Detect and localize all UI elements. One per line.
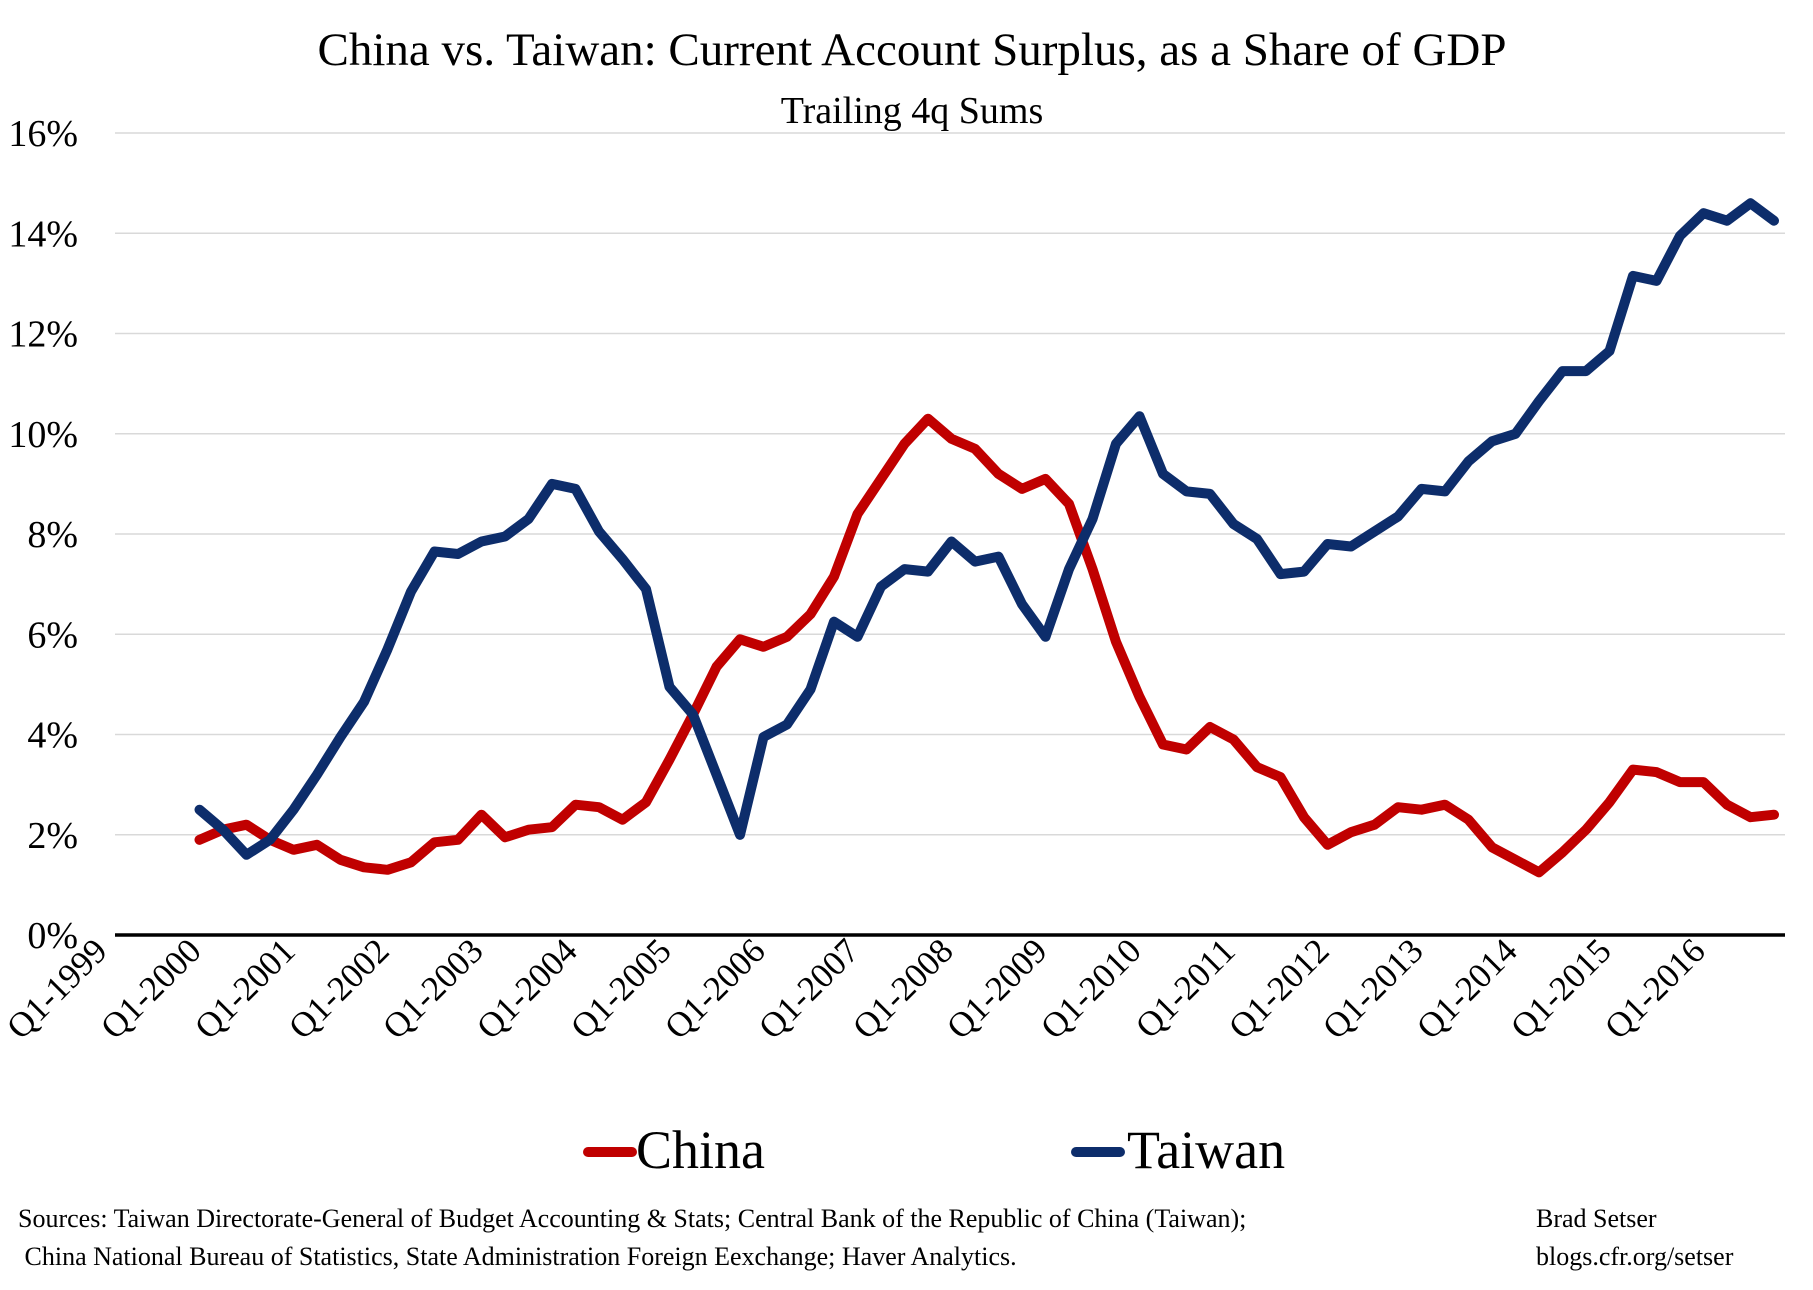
- gridlines: [115, 132, 1785, 836]
- x-tick-label: Q1-2005: [563, 931, 679, 1047]
- y-tick-label: 6%: [27, 614, 78, 656]
- x-tick-label: Q1-2012: [1221, 931, 1337, 1047]
- x-tick-label: Q1-2015: [1503, 931, 1619, 1047]
- x-tick-label: Q1-2006: [657, 931, 773, 1047]
- y-tick-label: 12%: [8, 314, 78, 356]
- y-tick-label: 4%: [27, 715, 78, 757]
- blog-url: blogs.cfr.org/setser: [1536, 1242, 1734, 1271]
- x-tick-label: Q1-2001: [187, 931, 303, 1047]
- x-tick-label: Q1-2004: [469, 931, 585, 1047]
- sources-note: Sources: Taiwan Directorate-General of B…: [18, 1200, 1246, 1276]
- x-axis-tick-labels: Q1-1999Q1-2000Q1-2001Q1-2002Q1-2003Q1-20…: [0, 931, 1713, 1047]
- sources-line-2: China National Bureau of Statistics, Sta…: [18, 1242, 1017, 1271]
- x-tick-label: Q1-2008: [845, 931, 961, 1047]
- chart-subtitle: Trailing 4q Sums: [781, 90, 1044, 132]
- y-tick-label: 16%: [8, 113, 78, 155]
- series-line-china: [194, 413, 1779, 878]
- author-name: Brad Setser: [1536, 1204, 1657, 1233]
- x-tick-label: Q1-2010: [1033, 931, 1149, 1047]
- x-tick-label: Q1-2009: [939, 931, 1055, 1047]
- y-tick-label: 14%: [8, 213, 78, 255]
- x-tick-label: Q1-2007: [751, 931, 867, 1047]
- y-tick-label: 10%: [8, 414, 78, 456]
- y-tick-label: 2%: [27, 815, 78, 857]
- x-tick-label: Q1-2014: [1409, 931, 1525, 1047]
- y-tick-label: 8%: [27, 514, 78, 556]
- x-tick-label: Q1-2002: [281, 931, 397, 1047]
- legend-label-taiwan: Taiwan: [1127, 1120, 1285, 1180]
- series-lines: [194, 198, 1779, 878]
- series-line-taiwan: [194, 198, 1779, 860]
- legend-label-china: China: [636, 1120, 765, 1180]
- x-tick-label: Q1-2016: [1597, 931, 1713, 1047]
- x-tick-label: Q1-2011: [1128, 931, 1243, 1046]
- y-tick-label: 0%: [27, 915, 78, 957]
- sources-line-1: Sources: Taiwan Directorate-General of B…: [18, 1204, 1247, 1233]
- legend: China Taiwan: [583, 1120, 1285, 1180]
- attribution: Brad Setser blogs.cfr.org/setser: [1536, 1200, 1733, 1276]
- x-tick-label: Q1-2000: [93, 931, 209, 1047]
- x-tick-label: Q1-2003: [375, 931, 491, 1047]
- chart-title: China vs. Taiwan: Current Account Surplu…: [318, 24, 1507, 76]
- x-tick-label: Q1-2013: [1315, 931, 1431, 1047]
- y-axis-tick-labels: 0% 2% 4% 6% 8% 10% 12% 14% 16%: [8, 113, 78, 957]
